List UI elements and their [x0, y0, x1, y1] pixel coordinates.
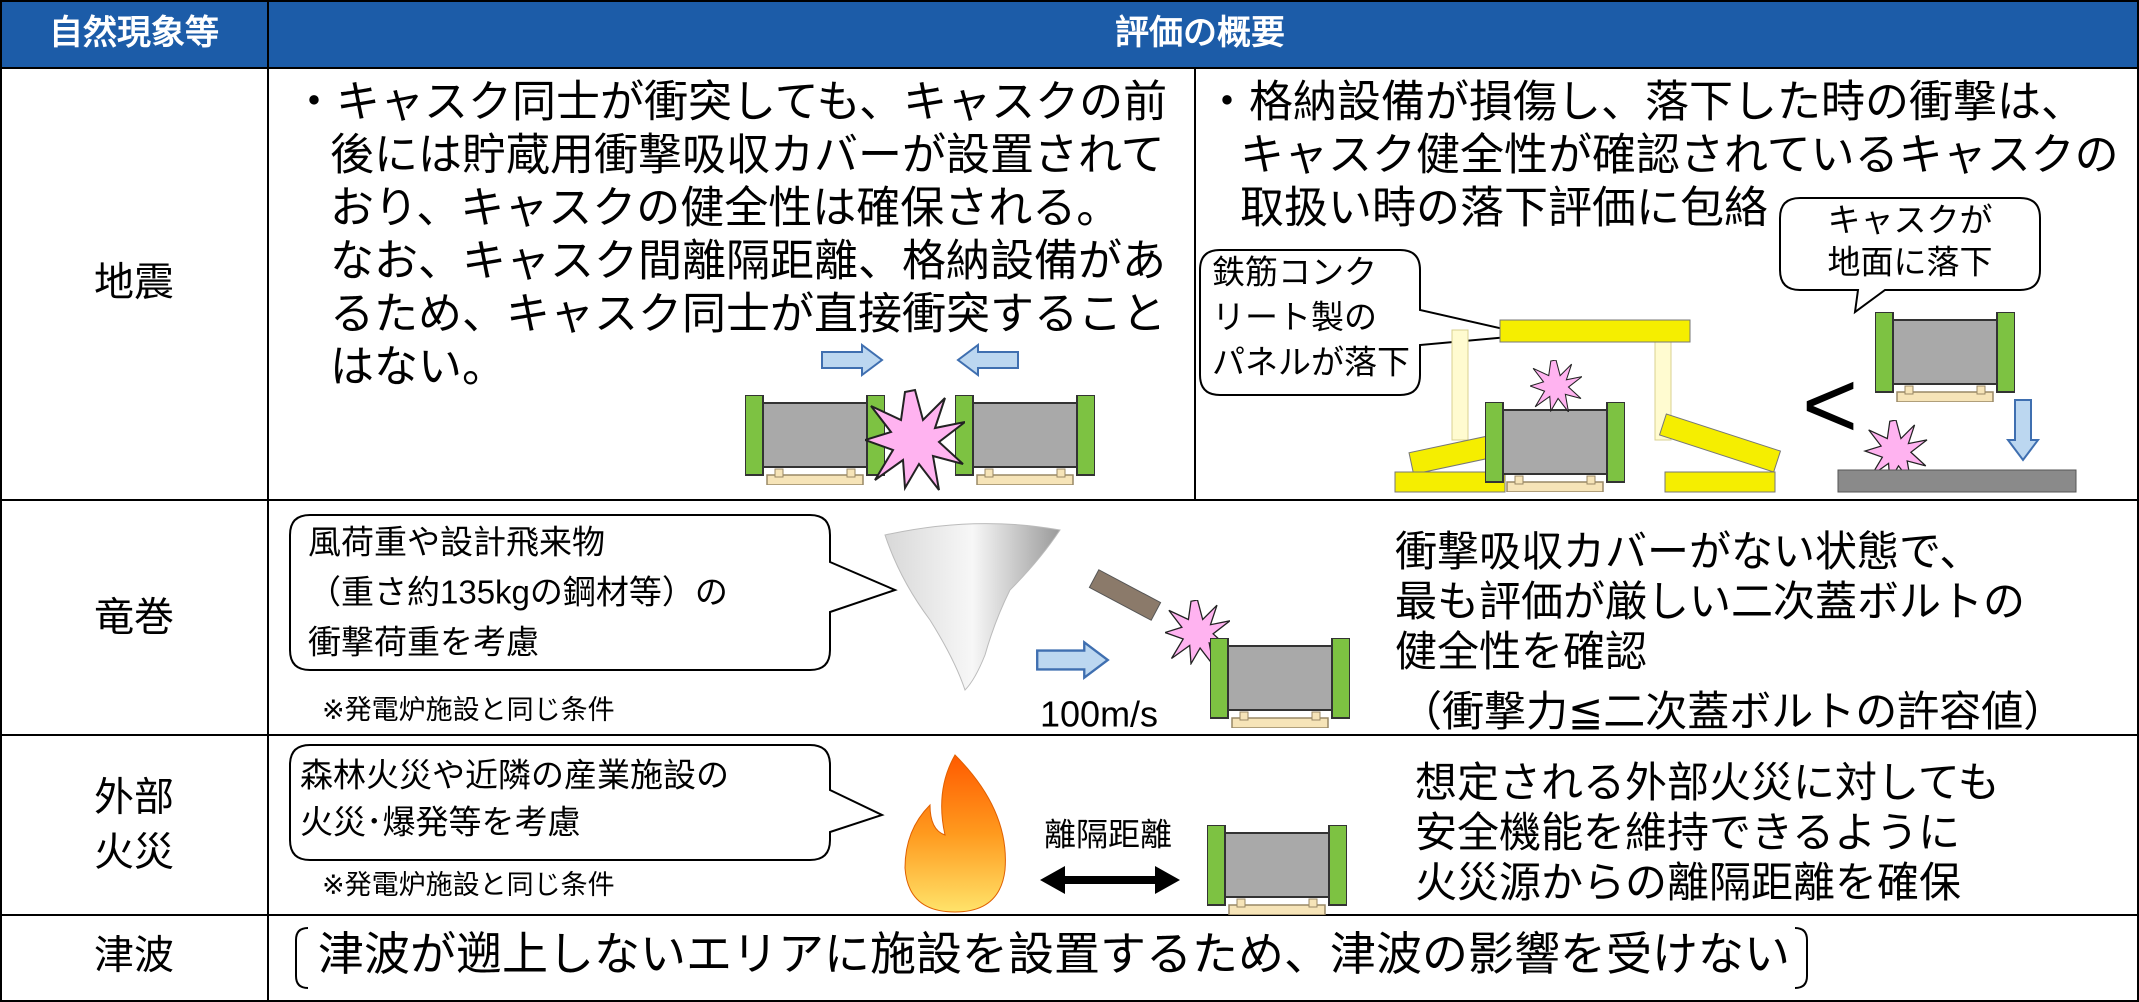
panel-fragment: [1664, 471, 1776, 493]
body-text: るため、キャスク同士が直接衝突すること: [330, 290, 1166, 339]
body-text: はない。: [330, 343, 506, 392]
row-label: 火災: [94, 831, 174, 875]
tornado-icon: [884, 523, 1061, 691]
callout-bubble: [1779, 197, 2041, 315]
callout-text: キャスクが: [1828, 202, 1993, 239]
panel: [1499, 319, 1691, 343]
callout-text: パネルが落下: [1212, 344, 1410, 381]
cask-icon: [1207, 825, 1347, 915]
body-text: ・格納設備が損傷し、落下した時の衝撃は、: [1205, 78, 2085, 127]
note: ※発電炉施設と同じ条件: [322, 870, 615, 900]
cask-icon: [955, 395, 1095, 485]
cask-icon: [1875, 312, 2015, 402]
body-text: おり、キャスクの健全性は確保される。: [330, 184, 1120, 233]
row-label: 津波: [94, 934, 174, 978]
debris: [1088, 569, 1162, 621]
bracket: [295, 927, 309, 989]
callout-text: 森林火災や近隣の産業施設の: [300, 757, 729, 794]
callout-bubble: [289, 514, 898, 671]
body-text: 健全性を確認: [1395, 628, 1647, 675]
body-text: 安全機能を維持できるように: [1415, 809, 1960, 856]
header-overview: 評価の概要: [1115, 14, 1285, 52]
cask-icon: [745, 395, 885, 485]
body-text: 想定される外部火災に対しても: [1415, 759, 2000, 806]
callout-text: 地面に落下: [1828, 244, 1993, 281]
ground: [1837, 469, 2077, 493]
callout-bubble: [1199, 249, 1531, 396]
body-text: 衝撃吸収カバーがない状態で、: [1395, 528, 1981, 575]
callout-text: 火災･爆発等を考慮: [300, 804, 581, 841]
impact-arrow: [821, 344, 883, 376]
panel-fragment: [1394, 471, 1506, 493]
flame-icon: [904, 754, 1006, 913]
bracket: [1794, 927, 1808, 989]
comparison-sign: <: [1802, 351, 1858, 458]
row-label: 竜巻: [94, 596, 174, 640]
note: ※発電炉施設と同じ条件: [322, 695, 615, 725]
callout-text: （重さ約135kgの鋼材等）の: [308, 574, 728, 611]
distance-arrow: [1040, 866, 1180, 894]
body-text: 取扱い時の落下評価に包絡: [1240, 184, 1768, 233]
row-label: 地震: [94, 261, 174, 305]
body-text: 後には貯蔵用衝撃吸収カバーが設置されて: [330, 131, 1165, 180]
wind-speed: 100m/s: [1040, 694, 1158, 735]
body-text: 火災源からの離隔距離を確保: [1415, 859, 1961, 906]
header-phenomenon: 自然現象等: [49, 13, 219, 52]
body-text: なお、キャスク間離隔距離、格納設備があ: [330, 237, 1166, 286]
callout-text: 風荷重や設計飛来物: [308, 524, 605, 561]
wind-arrow: [1035, 640, 1110, 680]
body-text: 最も評価が厳しい二次蓋ボルトの: [1395, 578, 2025, 625]
cask-icon: [1485, 402, 1625, 492]
row-label: 外部: [94, 776, 174, 820]
header-bar: [0, 0, 2139, 68]
pillar: [1451, 329, 1469, 441]
body-text: （衝撃力≦二次蓋ボルトの許容値）: [1400, 688, 2065, 735]
distance-label: 離隔距離: [1044, 816, 1172, 852]
callout-text: 鉄筋コンク: [1212, 254, 1377, 291]
impact-burst: [1530, 360, 1582, 412]
body-text: 津波が遡上しないエリアに施設を設置するため、津波の影響を受けない: [318, 928, 1790, 980]
callout-bubble: [289, 744, 885, 861]
cask-icon: [1210, 638, 1350, 728]
impact-arrow: [957, 344, 1019, 376]
body-text: ・キャスク同士が衝突しても、キャスクの前: [292, 78, 1167, 127]
panel-fragment: [1658, 413, 1782, 473]
callout-text: 衝撃荷重を考慮: [308, 624, 539, 661]
drop-arrow: [2007, 399, 2039, 461]
body-text: キャスク健全性が確認されているキャスクの: [1240, 131, 2119, 180]
callout-text: リート製の: [1212, 299, 1377, 336]
